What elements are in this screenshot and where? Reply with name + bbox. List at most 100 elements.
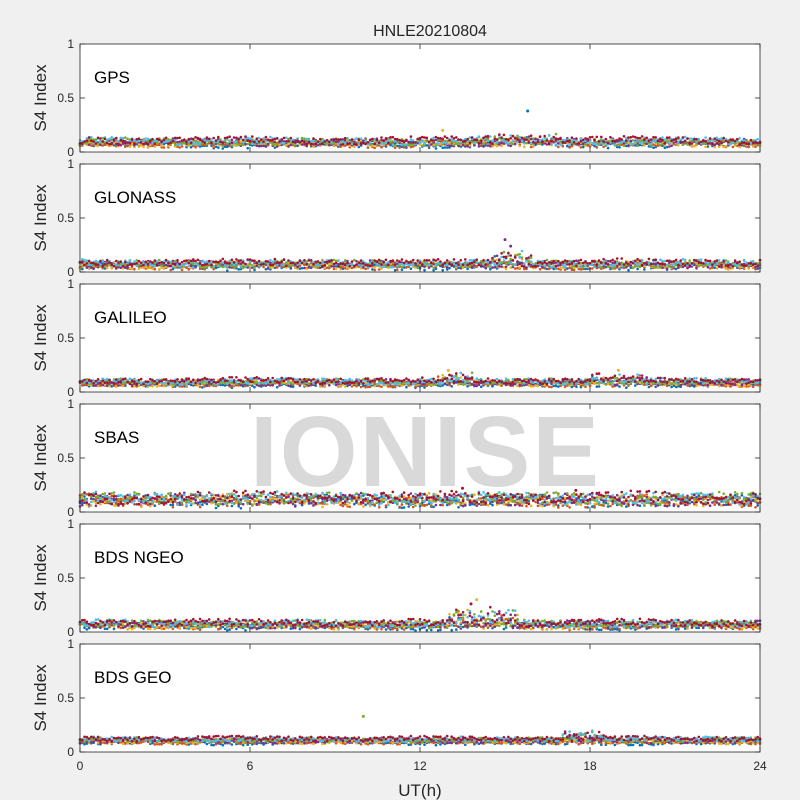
data-point: [634, 144, 637, 147]
data-point: [285, 143, 288, 147]
data-point: [597, 385, 601, 388]
data-point: [289, 143, 293, 147]
data-point: [640, 258, 644, 262]
data-point: [323, 260, 327, 264]
data-point: [316, 264, 320, 267]
data-point: [620, 140, 623, 144]
data-point: [708, 264, 712, 267]
data-point: [303, 263, 306, 267]
data-point: [525, 260, 528, 263]
data-point: [151, 385, 154, 388]
data-point: [387, 141, 390, 145]
data-point: [409, 145, 413, 149]
data-point: [615, 257, 619, 260]
data-point: [241, 143, 245, 147]
data-point: [434, 144, 438, 148]
data-point: [416, 141, 420, 145]
data-point: [606, 141, 610, 145]
data-point: [151, 267, 154, 271]
data-point: [346, 142, 349, 146]
data-point: [248, 258, 252, 261]
data-point: [724, 259, 728, 262]
data-point: [600, 261, 603, 264]
data-point: [393, 268, 397, 272]
data-point: [693, 263, 696, 266]
data-point: [747, 142, 750, 146]
data-point: [375, 138, 379, 142]
data-point: [552, 259, 555, 263]
data-point: [534, 264, 537, 268]
data-point: [103, 263, 107, 266]
data-point: [613, 263, 617, 267]
data-point: [393, 146, 397, 149]
data-point: [194, 145, 197, 149]
data-point: [232, 143, 236, 147]
data-point: [683, 264, 687, 268]
data-point: [280, 143, 284, 147]
data-point: [300, 143, 304, 146]
data-point: [178, 146, 181, 149]
data-point: [504, 265, 508, 269]
data-point: [124, 260, 127, 264]
data-point: [452, 139, 456, 143]
data-point: [409, 261, 413, 264]
data-point: [135, 137, 138, 141]
data-point: [561, 266, 565, 269]
data-point: [532, 137, 535, 140]
data-point: [364, 267, 367, 271]
data-point: [124, 145, 127, 148]
data-point: [729, 138, 732, 141]
data-point: [149, 260, 152, 263]
data-point: [475, 264, 479, 268]
data-point: [432, 136, 435, 140]
data-point: [704, 261, 707, 264]
data-point: [219, 264, 222, 268]
data-point: [223, 143, 227, 146]
data-point: [321, 139, 324, 143]
data-point: [656, 261, 660, 265]
data-point: [495, 138, 499, 141]
data-point: [307, 263, 311, 266]
data-point: [373, 268, 377, 272]
data-point: [298, 267, 302, 270]
data-point: [355, 137, 358, 140]
data-point: [271, 266, 275, 269]
data-point: [509, 144, 512, 148]
data-point: [473, 141, 476, 144]
data-point: [92, 144, 95, 148]
data-point: [400, 258, 404, 261]
data-point: [681, 136, 685, 139]
data-point: [300, 136, 304, 140]
data-point: [207, 384, 211, 388]
data-point: [736, 137, 739, 141]
data-point: [618, 385, 621, 388]
data-point: [731, 138, 735, 141]
plot-area: [80, 284, 760, 392]
data-point: [418, 264, 422, 267]
data-point: [500, 141, 503, 145]
data-point: [377, 141, 381, 145]
data-point: [85, 262, 89, 265]
data-point: [731, 265, 735, 268]
data-point: [659, 140, 662, 143]
data-point: [500, 252, 503, 255]
data-point: [353, 138, 356, 141]
data-point: [729, 385, 732, 388]
data-point: [509, 257, 512, 261]
data-point: [445, 146, 449, 149]
data-point: [85, 266, 89, 269]
data-point: [391, 266, 395, 269]
data-point: [146, 145, 150, 149]
data-point: [92, 140, 95, 143]
data-point: [171, 265, 175, 268]
data-point: [541, 259, 544, 263]
data-point: [681, 143, 685, 146]
data-point: [164, 383, 168, 386]
data-point: [257, 136, 261, 140]
data-point: [307, 259, 311, 262]
data-point: [577, 261, 580, 265]
data-point: [121, 139, 125, 143]
data-point: [357, 261, 361, 265]
data-point: [121, 264, 125, 268]
data-point: [339, 264, 343, 268]
